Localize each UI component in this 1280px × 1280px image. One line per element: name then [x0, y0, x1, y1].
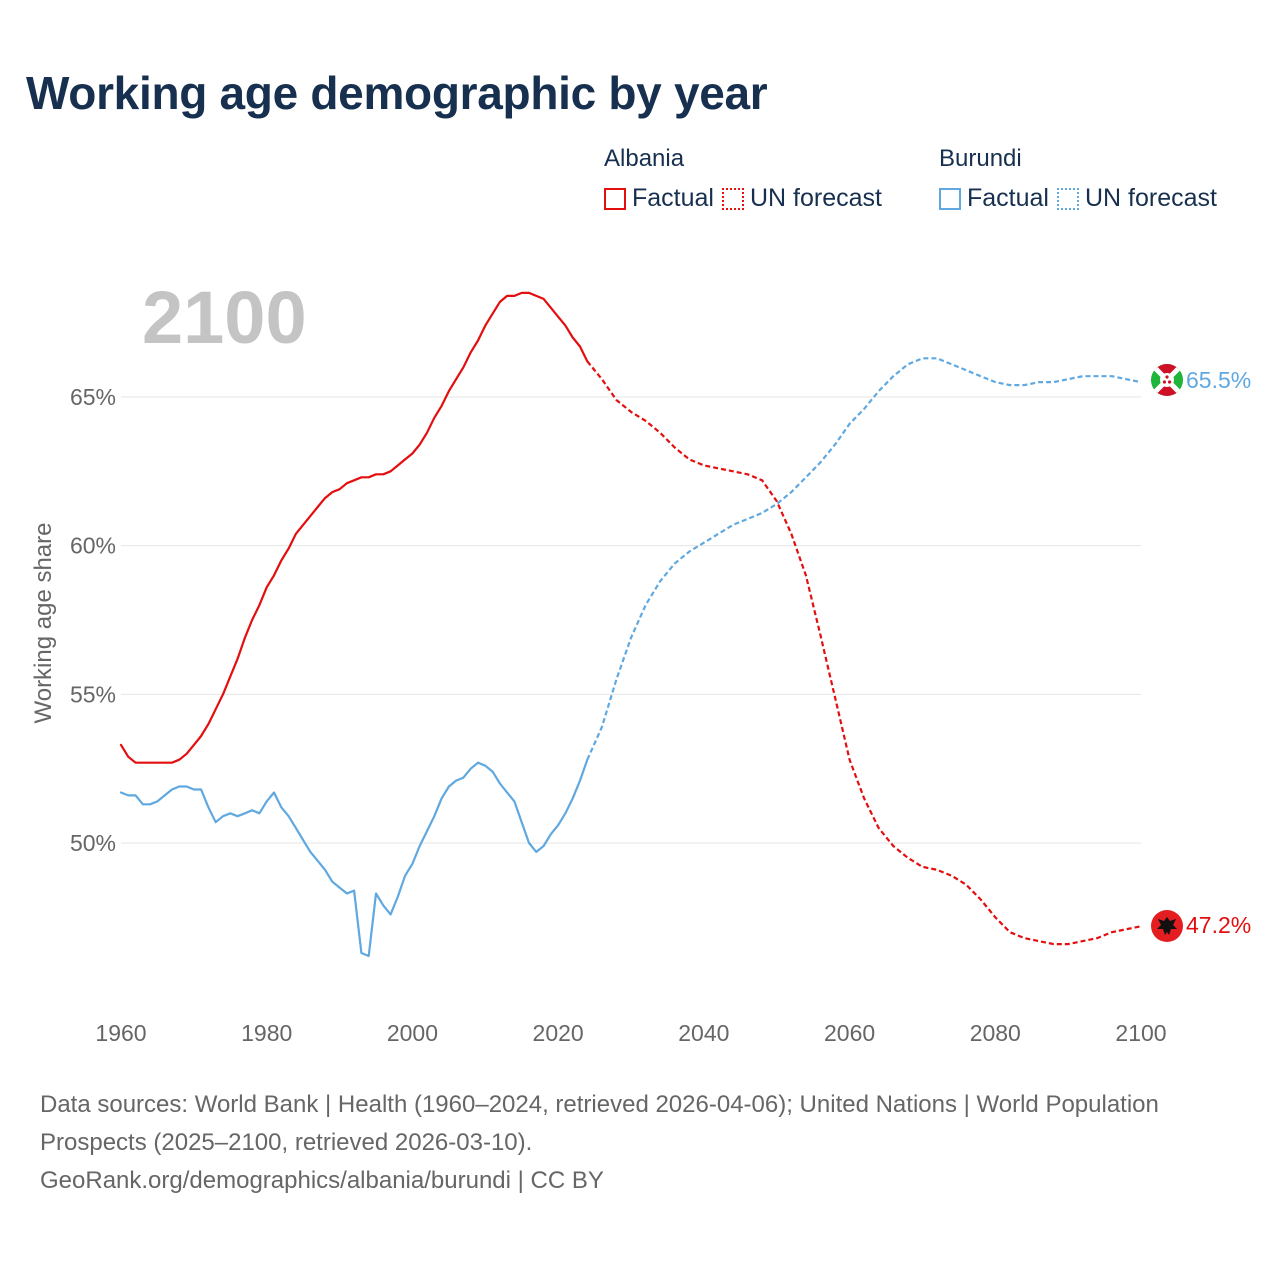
burundi-flag-icon: [1151, 364, 1183, 396]
legend-label: UN forecast: [1084, 184, 1217, 212]
legend-group-name: Albania: [604, 145, 685, 172]
legend-label: UN forecast: [749, 184, 882, 212]
y-tick-label: 50%: [70, 830, 116, 856]
y-axis-ticks: 50% 55% 60% 65%: [70, 384, 116, 856]
legend-burundi-factual[interactable]: Factual: [939, 184, 1049, 213]
legend-albania-factual[interactable]: Factual: [604, 184, 714, 213]
footer: Data sources: World Bank | Health (1960–…: [40, 1086, 1220, 1200]
legend-label: Factual: [632, 184, 714, 212]
x-tick-label: 2060: [824, 1020, 875, 1046]
legend-swatch-solid: [939, 187, 961, 210]
albania-end-label: 47.2%: [1186, 912, 1251, 938]
albania-forecast-line: [586, 360, 1142, 946]
attribution-link[interactable]: GeoRank.org/demographics/albania/burundi…: [40, 1167, 604, 1194]
legend-group-name: Burundi: [939, 145, 1022, 172]
burundi-forecast-line: [586, 357, 1142, 761]
x-tick-label: 2040: [678, 1020, 729, 1046]
x-tick-label: 2000: [387, 1020, 438, 1046]
x-tick-label: 2080: [970, 1020, 1021, 1046]
x-axis-ticks: 1960 1980 2000 2020 2040 2060 2080 2100: [95, 1020, 1166, 1046]
x-tick-label: 1960: [95, 1020, 146, 1046]
y-tick-label: 55%: [70, 681, 116, 707]
y-tick-label: 60%: [70, 533, 116, 559]
data-sources: Data sources: World Bank | Health (1960–…: [40, 1091, 1159, 1156]
y-tick-label: 65%: [70, 384, 116, 410]
legend-group-albania: Albania Factual UN forecast: [604, 144, 890, 213]
albania-factual-line: [119, 291, 589, 764]
legend-swatch-dotted: [721, 187, 744, 210]
legend-albania-forecast[interactable]: UN forecast: [721, 184, 882, 213]
legend-burundi-forecast[interactable]: UN forecast: [1056, 184, 1217, 213]
gridlines: [121, 396, 1141, 844]
x-tick-label: 1980: [241, 1020, 292, 1046]
albania-flag-icon: [1151, 910, 1183, 942]
x-tick-label: 2020: [533, 1020, 584, 1046]
legend-swatch-solid: [604, 187, 626, 210]
burundi-end-label: 65.5%: [1186, 367, 1251, 393]
chart-title: Working age demographic by year: [26, 67, 768, 119]
legend-swatch-dotted: [1056, 187, 1079, 210]
legend-group-burundi: Burundi Factual UN forecast: [939, 144, 1225, 213]
series-lines: [119, 291, 1142, 958]
x-tick-label: 2100: [1115, 1020, 1166, 1046]
burundi-factual-line: [119, 758, 589, 958]
legend-label: Factual: [967, 184, 1049, 212]
y-axis-label: Working age share: [30, 523, 57, 724]
year-watermark: 2100: [142, 276, 307, 359]
